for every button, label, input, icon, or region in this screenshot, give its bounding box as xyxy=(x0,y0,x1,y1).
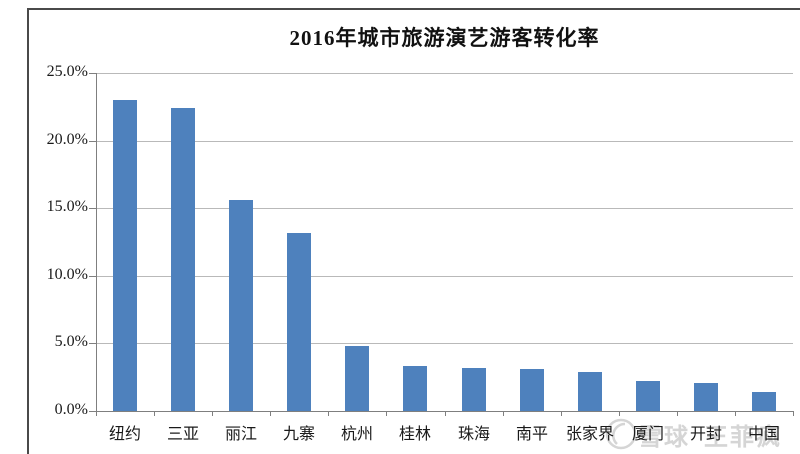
x-axis-label: 珠海 xyxy=(457,426,490,443)
y-axis-tick-label: 0.0% xyxy=(54,401,88,418)
x-axis-label: 厦门 xyxy=(631,426,664,443)
y-axis-tick-label: 10.0% xyxy=(46,266,88,283)
x-axis-tick xyxy=(386,411,387,416)
x-axis-label: 桂林 xyxy=(398,426,431,443)
x-axis-label: 张家界 xyxy=(565,426,614,443)
gridline xyxy=(96,276,793,277)
x-axis-label: 南平 xyxy=(515,426,548,443)
x-axis-label: 纽约 xyxy=(108,426,141,443)
y-axis-tick xyxy=(89,141,96,142)
x-axis-tick xyxy=(96,411,97,416)
x-axis-tick xyxy=(619,411,620,416)
x-axis-label: 九寨 xyxy=(282,426,315,443)
x-axis-tick xyxy=(735,411,736,416)
x-axis-tick xyxy=(677,411,678,416)
gridline xyxy=(96,208,793,209)
bar xyxy=(113,100,137,411)
bar xyxy=(520,369,544,411)
chart-title: 2016年城市旅游演艺游客转化率 xyxy=(289,26,600,50)
watermark-username: 王菲疯 xyxy=(704,423,782,451)
bar xyxy=(694,383,718,411)
y-axis-tick-label: 20.0% xyxy=(46,131,88,148)
y-axis-line xyxy=(96,73,97,412)
gridline xyxy=(96,141,793,142)
bar xyxy=(345,346,369,411)
x-axis-label: 开封 xyxy=(689,426,722,443)
xueqiu-logo-icon xyxy=(605,418,637,450)
y-axis-tick-label: 5.0% xyxy=(54,333,88,350)
y-axis-tick-label: 15.0% xyxy=(46,198,88,215)
bar xyxy=(636,381,660,411)
bar xyxy=(171,108,195,411)
chart-frame xyxy=(27,8,800,454)
x-axis-tick xyxy=(328,411,329,416)
gridline xyxy=(96,343,793,344)
x-axis-label: 三亚 xyxy=(166,426,199,443)
x-axis-tick xyxy=(270,411,271,416)
x-axis-label: 杭州 xyxy=(340,426,373,443)
x-axis-label: 中国 xyxy=(747,426,780,443)
y-axis-tick xyxy=(89,208,96,209)
bar xyxy=(752,392,776,411)
y-axis-tick-label: 25.0% xyxy=(46,63,88,80)
bar xyxy=(578,372,602,411)
x-axis-tick xyxy=(793,411,794,416)
gridline xyxy=(96,73,793,74)
x-axis-tick xyxy=(154,411,155,416)
x-axis-label: 丽江 xyxy=(224,426,257,443)
bar xyxy=(403,366,427,411)
bar xyxy=(462,368,486,411)
watermark: 雪球 王菲疯 xyxy=(604,415,782,453)
y-axis-tick xyxy=(89,411,96,412)
watermark-brand: 雪球 xyxy=(638,423,690,451)
bar xyxy=(287,233,311,411)
y-axis-tick xyxy=(89,276,96,277)
x-axis-tick xyxy=(561,411,562,416)
x-axis-tick xyxy=(503,411,504,416)
y-axis-tick xyxy=(89,73,96,74)
bar xyxy=(229,200,253,411)
x-axis-tick xyxy=(212,411,213,416)
x-axis-tick xyxy=(445,411,446,416)
y-axis-tick xyxy=(89,343,96,344)
